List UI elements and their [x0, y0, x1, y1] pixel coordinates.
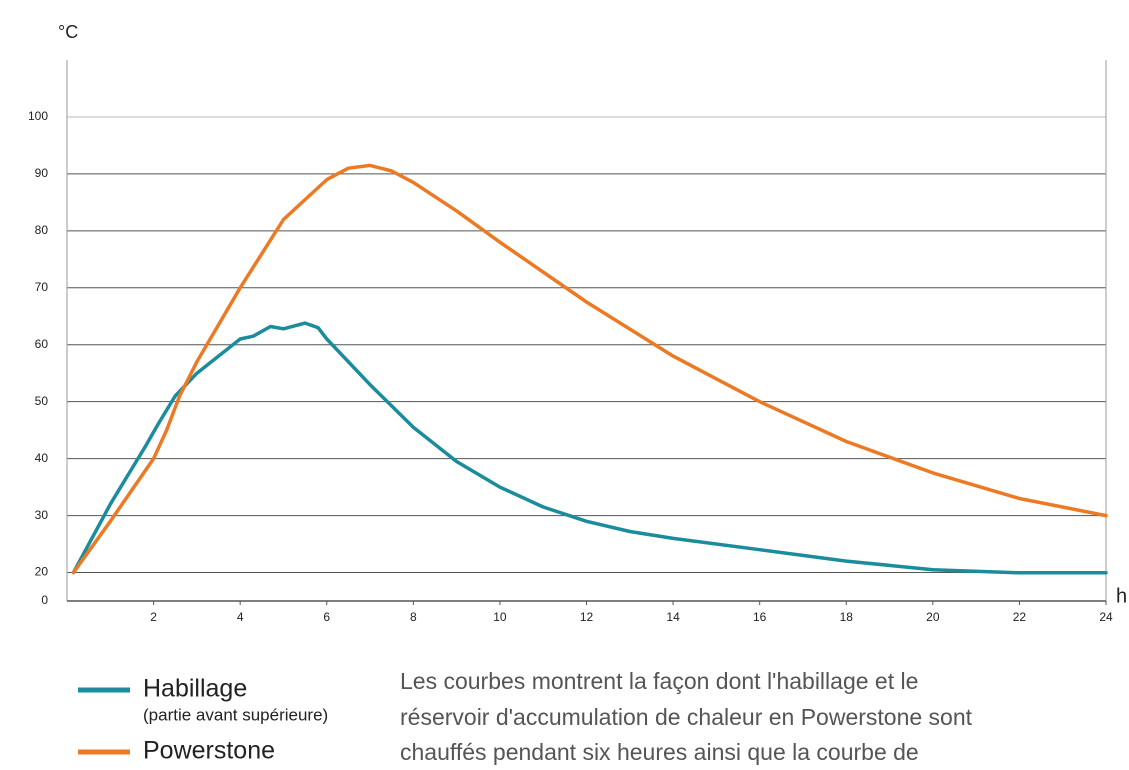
- y-tick-label: 60: [35, 337, 49, 351]
- y-axis-label: °C: [58, 22, 78, 42]
- x-tick-label: 12: [580, 610, 594, 624]
- line: [71, 321, 1108, 575]
- y-tick-label: 40: [35, 451, 49, 465]
- legend-subtitle: (partie avant supérieure): [143, 705, 328, 724]
- x-axis-label: h: [1116, 585, 1127, 607]
- y-tick-label: 90: [35, 166, 49, 180]
- description-line: réservoir d'accumulation de chaleur en P…: [400, 704, 973, 730]
- x-tick-label: 8: [410, 610, 417, 624]
- x-tick-label: 2: [150, 610, 157, 624]
- description-line: chauffés pendant six heures ainsi que la…: [400, 739, 919, 765]
- x-tick-label: 4: [237, 610, 244, 624]
- x-tick-label: 18: [840, 610, 854, 624]
- x-tick-label: 24: [1099, 610, 1113, 624]
- x-tick-label: 10: [493, 610, 507, 624]
- x-tick-label: 6: [323, 610, 330, 624]
- x-tick-label: 14: [666, 610, 680, 624]
- line: [71, 163, 1108, 575]
- y-tick-label: 30: [35, 508, 49, 522]
- x-tick-label: 20: [926, 610, 940, 624]
- y-tick-label: 70: [35, 280, 49, 294]
- x-tick-label: 16: [753, 610, 767, 624]
- y-tick-label: 0: [41, 593, 48, 607]
- y-tick-label: 50: [35, 394, 49, 408]
- description-line: Les courbes montrent la façon dont l'hab…: [400, 668, 918, 694]
- y-tick-label: 100: [28, 109, 48, 123]
- legend-label: Powerstone: [143, 737, 275, 765]
- x-tick-label: 22: [1013, 610, 1027, 624]
- legend-label: Habillage: [143, 675, 247, 703]
- y-tick-label: 80: [35, 223, 49, 237]
- y-tick-label: 20: [35, 565, 49, 579]
